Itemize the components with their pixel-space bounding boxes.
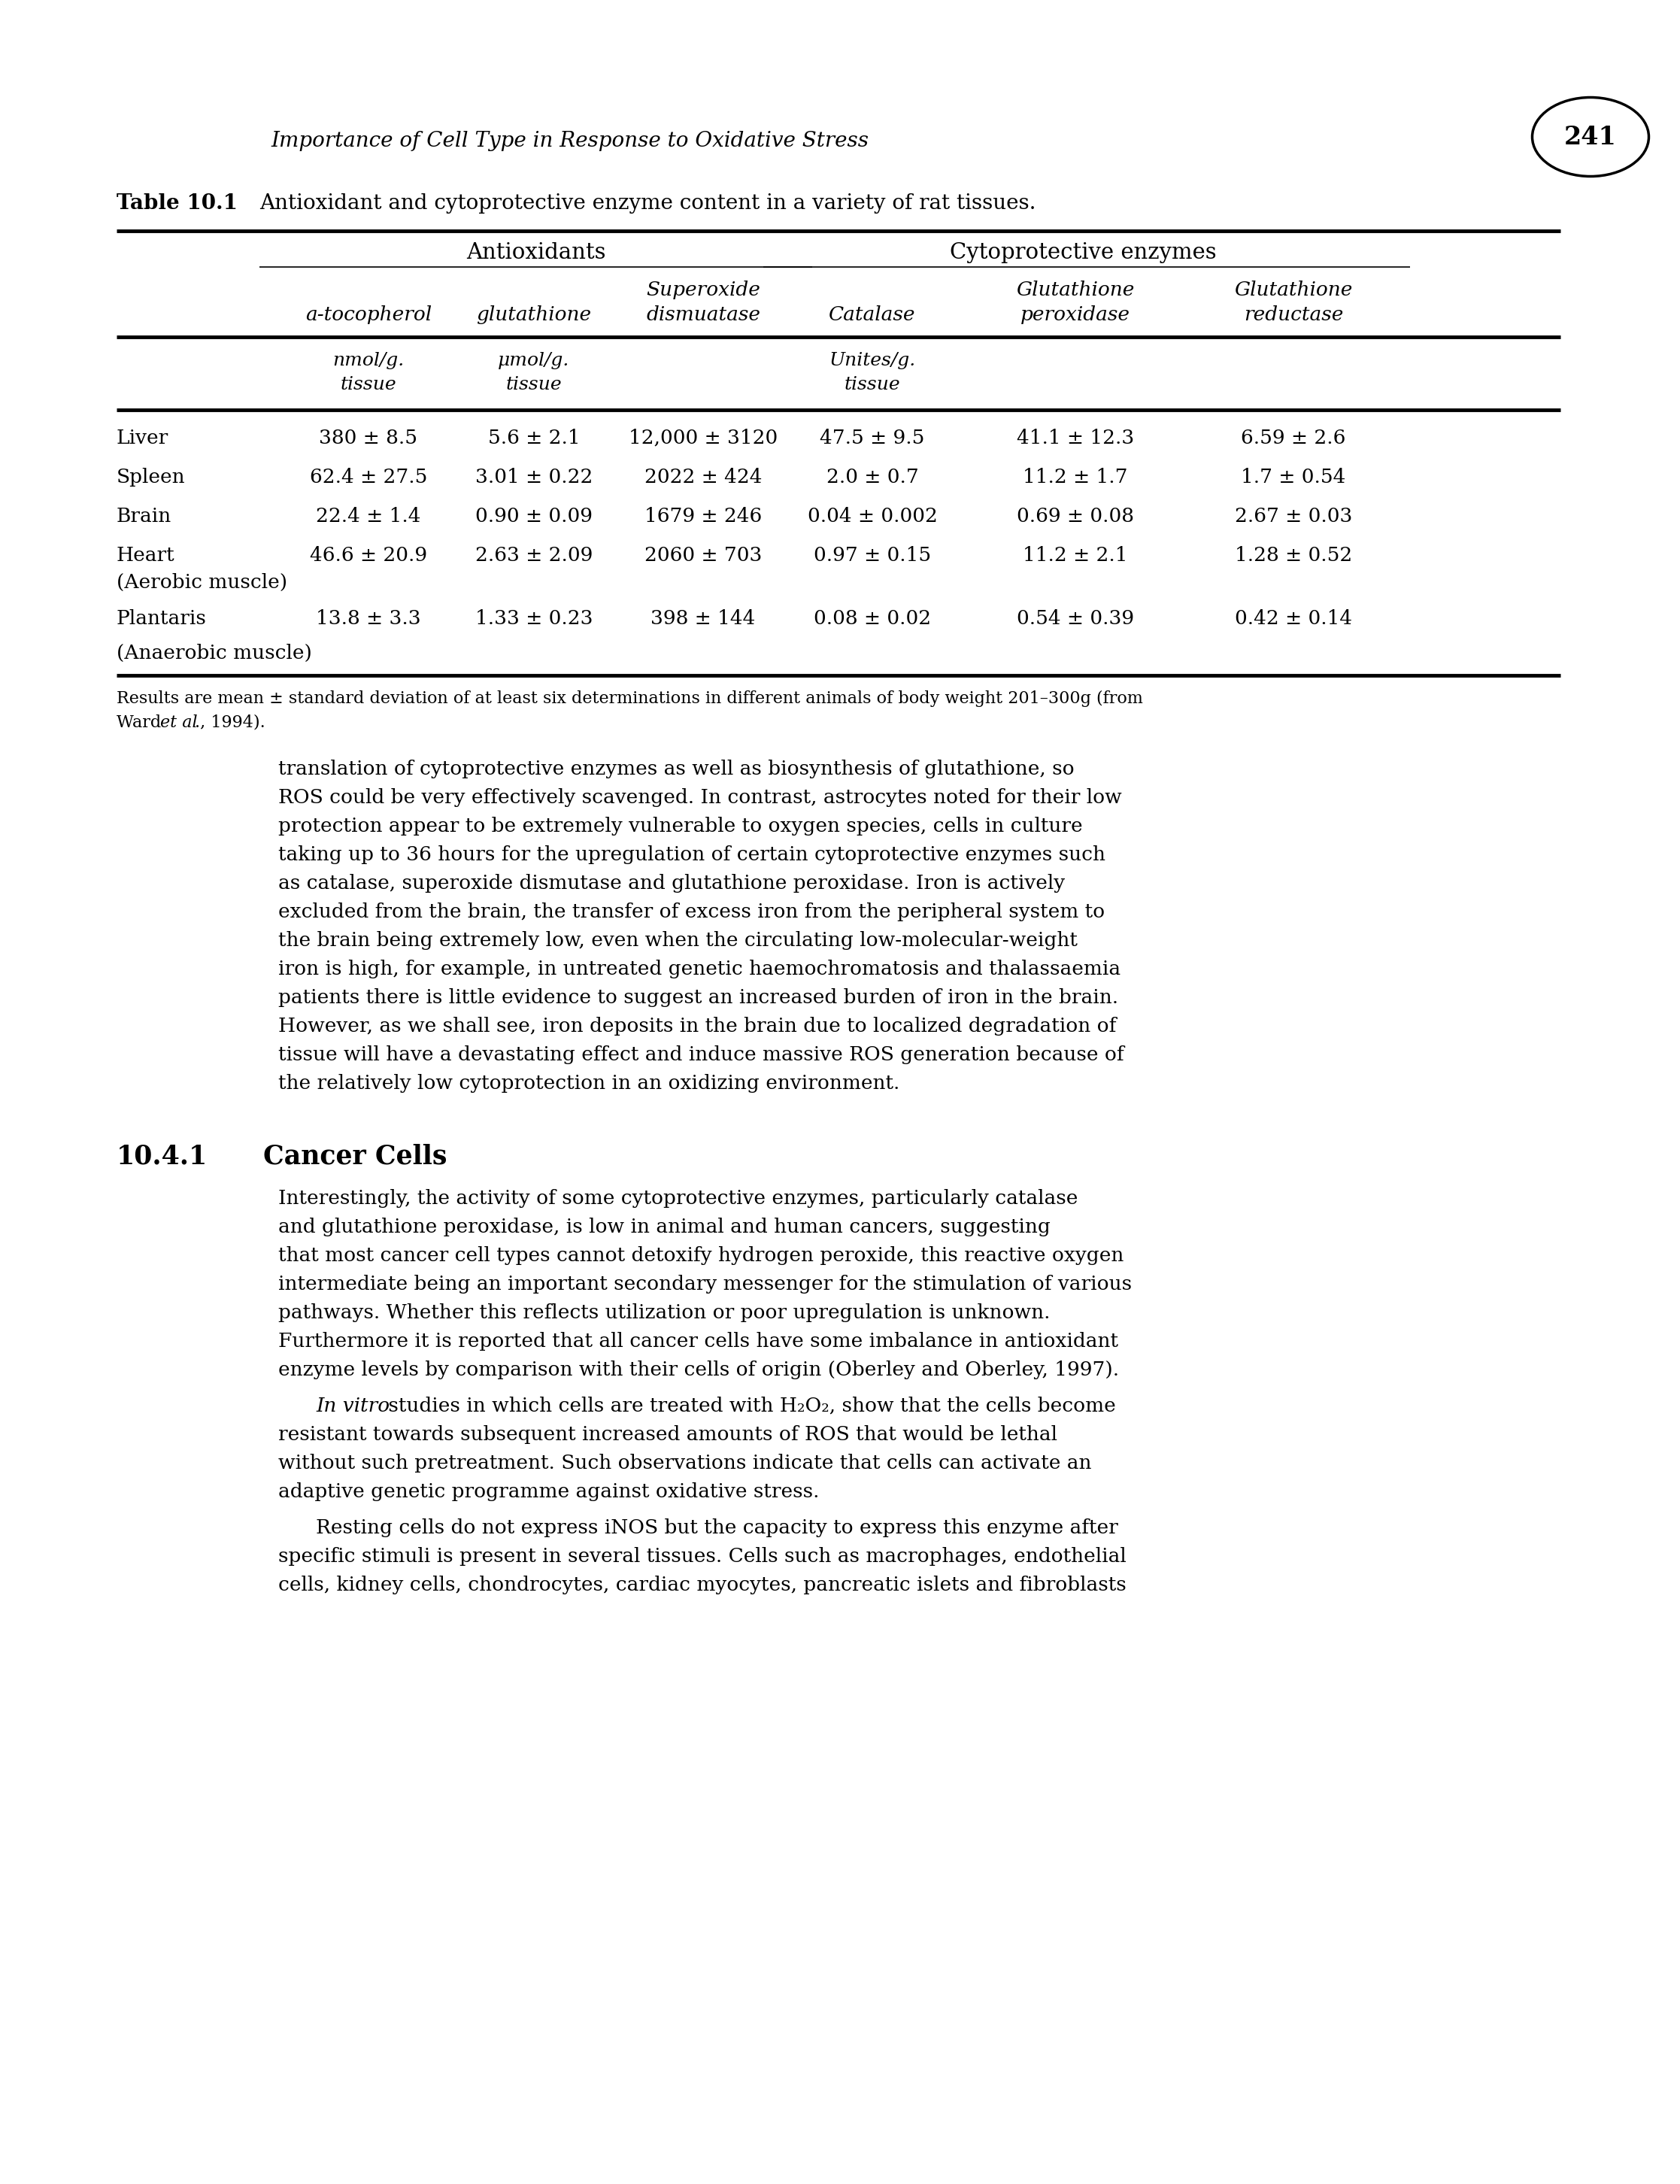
Text: as catalase, superoxide dismutase and glutathione peroxidase. Iron is actively: as catalase, superoxide dismutase and gl… (279, 874, 1065, 893)
Text: However, as we shall see, iron deposits in the brain due to localized degradatio: However, as we shall see, iron deposits … (279, 1018, 1116, 1035)
Text: patients there is little evidence to suggest an increased burden of iron in the : patients there is little evidence to sug… (279, 987, 1119, 1007)
Text: adaptive genetic programme against oxidative stress.: adaptive genetic programme against oxida… (279, 1483, 820, 1500)
Text: 2022 ± 424: 2022 ± 424 (645, 467, 763, 487)
Text: 10.4.1: 10.4.1 (116, 1144, 208, 1168)
Text: 0.08 ± 0.02: 0.08 ± 0.02 (813, 609, 931, 629)
Text: 2.0 ± 0.7: 2.0 ± 0.7 (827, 467, 919, 487)
Text: 2.67 ± 0.03: 2.67 ± 0.03 (1235, 507, 1352, 526)
Text: Results are mean ± standard deviation of at least six determinations in differen: Results are mean ± standard deviation of… (116, 690, 1142, 708)
Text: 12,000 ± 3120: 12,000 ± 3120 (628, 428, 778, 448)
Text: intermediate being an important secondary messenger for the stimulation of vario: intermediate being an important secondar… (279, 1275, 1132, 1293)
Text: peroxidase: peroxidase (1020, 306, 1131, 323)
Text: iron is high, for example, in untreated genetic haemochromatosis and thalassaemi: iron is high, for example, in untreated … (279, 959, 1121, 978)
Text: 0.42 ± 0.14: 0.42 ± 0.14 (1235, 609, 1352, 629)
Text: 241: 241 (1564, 124, 1616, 149)
Text: 0.54 ± 0.39: 0.54 ± 0.39 (1016, 609, 1134, 629)
Text: excluded from the brain, the transfer of excess iron from the peripheral system : excluded from the brain, the transfer of… (279, 902, 1105, 922)
Text: 1.7 ± 0.54: 1.7 ± 0.54 (1242, 467, 1346, 487)
Text: Glutathione: Glutathione (1235, 280, 1352, 299)
Text: glutathione: glutathione (477, 306, 591, 323)
Text: 2.63 ± 2.09: 2.63 ± 2.09 (475, 546, 593, 566)
Text: 1.33 ± 0.23: 1.33 ± 0.23 (475, 609, 593, 629)
Text: Furthermore it is reported that all cancer cells have some imbalance in antioxid: Furthermore it is reported that all canc… (279, 1332, 1119, 1350)
Text: the brain being extremely low, even when the circulating low-molecular-weight: the brain being extremely low, even when… (279, 930, 1077, 950)
Text: Interestingly, the activity of some cytoprotective enzymes, particularly catalas: Interestingly, the activity of some cyto… (279, 1188, 1079, 1208)
Text: that most cancer cell types cannot detoxify hydrogen peroxide, this reactive oxy: that most cancer cell types cannot detox… (279, 1247, 1124, 1265)
Text: and glutathione peroxidase, is low in animal and human cancers, suggesting: and glutathione peroxidase, is low in an… (279, 1219, 1050, 1236)
Text: a-tocopherol: a-tocopherol (306, 306, 432, 323)
Text: Spleen: Spleen (116, 467, 185, 487)
Text: Importance of Cell Type in Response to Oxidative Stress: Importance of Cell Type in Response to O… (270, 131, 869, 151)
Text: Liver: Liver (116, 428, 168, 448)
Text: Superoxide: Superoxide (647, 280, 761, 299)
Text: 0.97 ± 0.15: 0.97 ± 0.15 (813, 546, 931, 566)
Text: tissue: tissue (341, 376, 396, 393)
Text: Ward: Ward (116, 714, 166, 732)
Text: dismuatase: dismuatase (647, 306, 761, 323)
Text: 0.04 ± 0.002: 0.04 ± 0.002 (808, 507, 937, 526)
Text: tissue will have a devastating effect and induce massive ROS generation because : tissue will have a devastating effect an… (279, 1046, 1124, 1064)
Text: Resting cells do not express iNOS but the capacity to express this enzyme after: Resting cells do not express iNOS but th… (316, 1518, 1119, 1538)
Text: cells, kidney cells, chondrocytes, cardiac myocytes, pancreatic islets and fibro: cells, kidney cells, chondrocytes, cardi… (279, 1575, 1126, 1594)
Text: 11.2 ± 1.7: 11.2 ± 1.7 (1023, 467, 1127, 487)
Text: 5.6 ± 2.1: 5.6 ± 2.1 (487, 428, 580, 448)
Text: Plantaris: Plantaris (116, 609, 207, 629)
Text: 13.8 ± 3.3: 13.8 ± 3.3 (316, 609, 422, 629)
Text: Unites/g.: Unites/g. (828, 352, 916, 369)
Text: the relatively low cytoprotection in an oxidizing environment.: the relatively low cytoprotection in an … (279, 1075, 900, 1092)
Text: specific stimuli is present in several tissues. Cells such as macrophages, endot: specific stimuli is present in several t… (279, 1546, 1126, 1566)
Text: 62.4 ± 27.5: 62.4 ± 27.5 (309, 467, 427, 487)
Text: Glutathione: Glutathione (1016, 280, 1134, 299)
Text: 46.6 ± 20.9: 46.6 ± 20.9 (309, 546, 427, 566)
Text: 380 ± 8.5: 380 ± 8.5 (319, 428, 418, 448)
Text: reductase: reductase (1243, 306, 1344, 323)
Text: (Aerobic muscle): (Aerobic muscle) (116, 572, 287, 592)
Text: Cytoprotective enzymes: Cytoprotective enzymes (949, 242, 1216, 264)
Text: tissue: tissue (845, 376, 900, 393)
Text: tissue: tissue (506, 376, 563, 393)
Text: ROS could be very effectively scavenged. In contrast, astrocytes noted for their: ROS could be very effectively scavenged.… (279, 788, 1122, 806)
Text: 2060 ± 703: 2060 ± 703 (645, 546, 763, 566)
Text: nmol/g.: nmol/g. (333, 352, 405, 369)
Text: pathways. Whether this reflects utilization or poor upregulation is unknown.: pathways. Whether this reflects utilizat… (279, 1304, 1050, 1321)
Text: Catalase: Catalase (828, 306, 916, 323)
Text: studies in which cells are treated with H₂O₂, show that the cells become: studies in which cells are treated with … (381, 1396, 1116, 1415)
Text: translation of cytoprotective enzymes as well as biosynthesis of glutathione, so: translation of cytoprotective enzymes as… (279, 760, 1074, 778)
Text: 0.69 ± 0.08: 0.69 ± 0.08 (1016, 507, 1134, 526)
Text: ., 1994).: ., 1994). (195, 714, 265, 732)
Text: Heart: Heart (116, 546, 175, 566)
Text: 11.2 ± 2.1: 11.2 ± 2.1 (1023, 546, 1127, 566)
Text: 47.5 ± 9.5: 47.5 ± 9.5 (820, 428, 924, 448)
Text: Brain: Brain (116, 507, 171, 526)
Text: Table 10.1: Table 10.1 (116, 192, 237, 214)
Text: In vitro: In vitro (316, 1396, 390, 1415)
Text: 41.1 ± 12.3: 41.1 ± 12.3 (1016, 428, 1134, 448)
Text: et al: et al (160, 714, 198, 732)
Text: protection appear to be extremely vulnerable to oxygen species, cells in culture: protection appear to be extremely vulner… (279, 817, 1082, 836)
Text: Antioxidant and cytoprotective enzyme content in a variety of rat tissues.: Antioxidant and cytoprotective enzyme co… (259, 192, 1037, 214)
Text: Antioxidants: Antioxidants (465, 242, 605, 264)
Text: 0.90 ± 0.09: 0.90 ± 0.09 (475, 507, 593, 526)
Text: 398 ± 144: 398 ± 144 (650, 609, 756, 629)
Text: resistant towards subsequent increased amounts of ROS that would be lethal: resistant towards subsequent increased a… (279, 1426, 1057, 1444)
Text: 1.28 ± 0.52: 1.28 ± 0.52 (1235, 546, 1352, 566)
Text: taking up to 36 hours for the upregulation of certain cytoprotective enzymes suc: taking up to 36 hours for the upregulati… (279, 845, 1105, 865)
Text: Cancer Cells: Cancer Cells (264, 1144, 447, 1168)
Text: μmol/g.: μmol/g. (497, 352, 570, 369)
Text: without such pretreatment. Such observations indicate that cells can activate an: without such pretreatment. Such observat… (279, 1455, 1092, 1472)
Text: enzyme levels by comparison with their cells of origin (Oberley and Oberley, 199: enzyme levels by comparison with their c… (279, 1361, 1119, 1380)
Text: 22.4 ± 1.4: 22.4 ± 1.4 (316, 507, 422, 526)
Text: 6.59 ± 2.6: 6.59 ± 2.6 (1242, 428, 1346, 448)
Text: (Anaerobic muscle): (Anaerobic muscle) (116, 644, 312, 662)
Text: 1679 ± 246: 1679 ± 246 (645, 507, 763, 526)
Text: 3.01 ± 0.22: 3.01 ± 0.22 (475, 467, 593, 487)
